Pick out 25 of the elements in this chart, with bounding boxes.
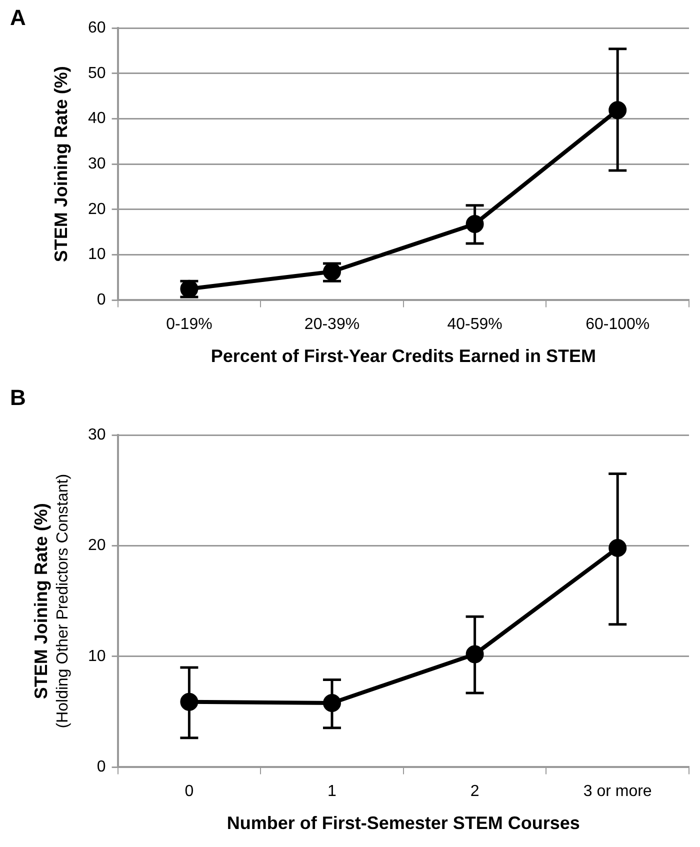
- y-tick-label: 30: [88, 156, 106, 173]
- y-tick-label: 60: [88, 19, 106, 36]
- x-tick-label: 1: [328, 783, 337, 800]
- y-tick-label: 10: [88, 648, 106, 665]
- y-axis-title: STEM Joining Rate (%) (Holding Other Predictors Constant): [30, 474, 72, 728]
- x-tick-label: 3 or more: [583, 783, 652, 800]
- x-tick-label: 60-100%: [586, 316, 650, 334]
- x-axis-title: Number of First-Semester STEM Courses: [226, 813, 580, 834]
- x-tick-label: 40-59%: [447, 316, 502, 334]
- y-tick-label: 0: [96, 292, 106, 309]
- y-axis-title: STEM Joining Rate (%): [50, 66, 71, 262]
- y-tick-label: 0: [96, 758, 106, 776]
- y-tick-label: 30: [88, 426, 106, 444]
- y-tick-label: 50: [88, 64, 106, 82]
- chart-title: B: [10, 385, 26, 410]
- x-tick-label: 20-39%: [304, 316, 360, 334]
- x-tick-label: 0: [184, 783, 194, 800]
- y-tick-label: 10: [88, 246, 106, 264]
- x-tick-label: 0-19%: [166, 316, 212, 334]
- x-axis-title: Percent of First-Year Credits Earned in STEM: [210, 346, 596, 366]
- y-tick-label: 40: [88, 110, 106, 128]
- y-tick-label: 20: [88, 537, 106, 554]
- y-tick-label: 20: [88, 200, 106, 218]
- chart-title: A: [10, 5, 26, 30]
- x-tick-label: 2: [470, 783, 480, 800]
